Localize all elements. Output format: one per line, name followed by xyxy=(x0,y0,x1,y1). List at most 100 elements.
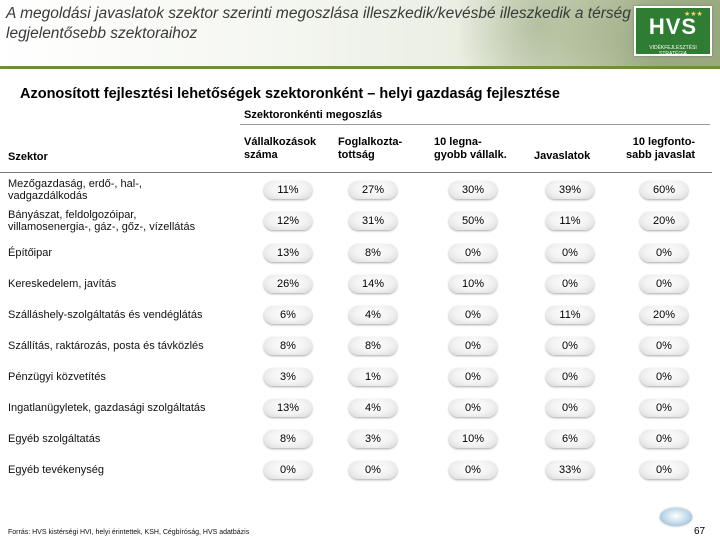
row-label-line: villamosenergia-, gáz-, gőz-, vízellátás xyxy=(8,221,196,233)
value-cell: 13% xyxy=(264,244,312,262)
column-header-line: 10 legna- xyxy=(434,136,482,148)
row-label-line: Szállítás, raktározás, posta és távközlé… xyxy=(8,340,204,352)
value-cell: 20% xyxy=(640,306,688,324)
value-cell: 0% xyxy=(449,306,497,324)
column-header: 10 legna-gyobb vállalk. xyxy=(434,136,507,162)
value-cell: 0% xyxy=(640,368,688,386)
row-label: Ingatlanügyletek, gazdasági szolgáltatás xyxy=(8,402,206,414)
value-cell: 0% xyxy=(640,430,688,448)
row-label: Egyéb szolgáltatás xyxy=(8,433,100,445)
row-label: Pénzügyi közvetítés xyxy=(8,371,106,383)
logo-subtext: VIDÉKFEJLESZTÉSI STRATÉGIA xyxy=(649,45,697,57)
column-header-line: Vállalkozások xyxy=(244,136,317,148)
value-cell: 6% xyxy=(546,430,594,448)
row-label-line: Egyéb tevékenység xyxy=(8,464,105,476)
value-cell: 8% xyxy=(349,337,397,355)
value-cell: 4% xyxy=(349,306,397,324)
value-cell: 0% xyxy=(349,461,397,479)
value-cell: 0% xyxy=(449,244,497,262)
value-cell: 50% xyxy=(449,212,497,230)
value-cell: 0% xyxy=(449,461,497,479)
value-cell: 11% xyxy=(546,212,594,230)
project-badge-icon xyxy=(660,508,692,526)
value-cell: 0% xyxy=(264,461,312,479)
value-cell: 8% xyxy=(264,430,312,448)
logo-stars-icon: ★★★ xyxy=(684,11,703,18)
value-cell: 0% xyxy=(546,244,594,262)
value-cell: 12% xyxy=(264,212,312,230)
row-label-line: Mezőgazdaság, erdő-, hal-, xyxy=(8,178,142,190)
value-cell: 0% xyxy=(546,368,594,386)
row-label: Mezőgazdaság, erdő-, hal-, vadgazdálkodás xyxy=(8,178,142,202)
column-header: Foglalkozta-tottság xyxy=(338,136,402,162)
row-label-line: Bányászat, feldolgozóipar, xyxy=(8,209,137,221)
header-banner: A megoldási javaslatok szektor szerinti … xyxy=(0,0,720,66)
column-header: 10 legfonto-sabb javaslat xyxy=(626,136,695,162)
value-cell: 10% xyxy=(449,430,497,448)
row-label: Szállítás, raktározás, posta és távközlé… xyxy=(8,340,204,352)
value-cell: 8% xyxy=(349,244,397,262)
group-header-rule xyxy=(240,124,710,125)
column-header-line: sabb javaslat xyxy=(626,149,696,161)
column-header-line: tottság xyxy=(338,149,375,161)
row-label: Bányászat, feldolgozóipar, villamosenergi… xyxy=(8,209,195,233)
value-cell: 6% xyxy=(264,306,312,324)
value-cell: 11% xyxy=(264,181,312,199)
column-header-line: 10 legfonto- xyxy=(632,136,696,148)
source-footer: Forrás: HVS kistérségi HVI, helyi érinte… xyxy=(8,529,250,536)
value-cell: 8% xyxy=(264,337,312,355)
row-label: Szálláshely-szolgáltatás és vendéglátás xyxy=(8,309,202,321)
row-label-line: Kereskedelem, javítás xyxy=(8,278,117,290)
value-cell: 11% xyxy=(546,306,594,324)
group-header: Szektoronkénti megoszlás xyxy=(244,109,383,121)
value-cell: 0% xyxy=(640,275,688,293)
column-header: Javaslatok xyxy=(534,150,590,163)
row-label: Építőipar xyxy=(8,247,52,259)
column-header-line: Foglalkozta- xyxy=(338,136,403,148)
sector-column-header: Szektor xyxy=(8,151,48,163)
value-cell: 3% xyxy=(264,368,312,386)
value-cell: 0% xyxy=(449,399,497,417)
value-cell: 0% xyxy=(546,275,594,293)
value-cell: 31% xyxy=(349,212,397,230)
value-cell: 0% xyxy=(640,399,688,417)
logo-text: HVS xyxy=(648,14,698,39)
row-label-line: vadgazdálkodás xyxy=(8,190,88,202)
row-label: Kereskedelem, javítás xyxy=(8,278,116,290)
value-cell: 60% xyxy=(640,181,688,199)
value-cell: 0% xyxy=(640,461,688,479)
value-cell: 27% xyxy=(349,181,397,199)
value-cell: 0% xyxy=(449,337,497,355)
value-cell: 0% xyxy=(449,368,497,386)
row-label-line: Ingatlanügyletek, gazdasági szolgáltatás xyxy=(8,402,206,414)
header-divider xyxy=(0,66,720,69)
value-cell: 3% xyxy=(349,430,397,448)
row-label: Egyéb tevékenység xyxy=(8,464,104,476)
page-number: 67 xyxy=(694,526,706,537)
value-cell: 0% xyxy=(640,337,688,355)
value-cell: 0% xyxy=(546,399,594,417)
value-cell: 39% xyxy=(546,181,594,199)
row-label-line: Építőipar xyxy=(8,247,53,259)
column-header-line: Javaslatok xyxy=(534,150,591,162)
page-title: A megoldási javaslatok szektor szerinti … xyxy=(6,5,631,42)
row-label-line: Pénzügyi közvetítés xyxy=(8,371,106,383)
hvs-logo: ★★★ HVS VIDÉKFEJLESZTÉSI STRATÉGIA xyxy=(634,6,712,57)
value-cell: 13% xyxy=(264,399,312,417)
section-subtitle: Azonosított fejlesztési lehetőségek szek… xyxy=(20,86,560,102)
value-cell: 4% xyxy=(349,399,397,417)
column-header-line: gyobb vállalk. xyxy=(434,149,507,161)
value-cell: 0% xyxy=(640,244,688,262)
row-label-line: Egyéb szolgáltatás xyxy=(8,433,101,445)
value-cell: 30% xyxy=(449,181,497,199)
row-label-line: Szálláshely-szolgáltatás és vendéglátás xyxy=(8,309,203,321)
value-cell: 33% xyxy=(546,461,594,479)
value-cell: 26% xyxy=(264,275,312,293)
value-cell: 1% xyxy=(349,368,397,386)
value-cell: 14% xyxy=(349,275,397,293)
value-cell: 20% xyxy=(640,212,688,230)
header-rule xyxy=(0,172,712,173)
column-header-line: száma xyxy=(244,149,278,161)
value-cell: 0% xyxy=(546,337,594,355)
column-header: Vállalkozások száma xyxy=(244,136,316,162)
